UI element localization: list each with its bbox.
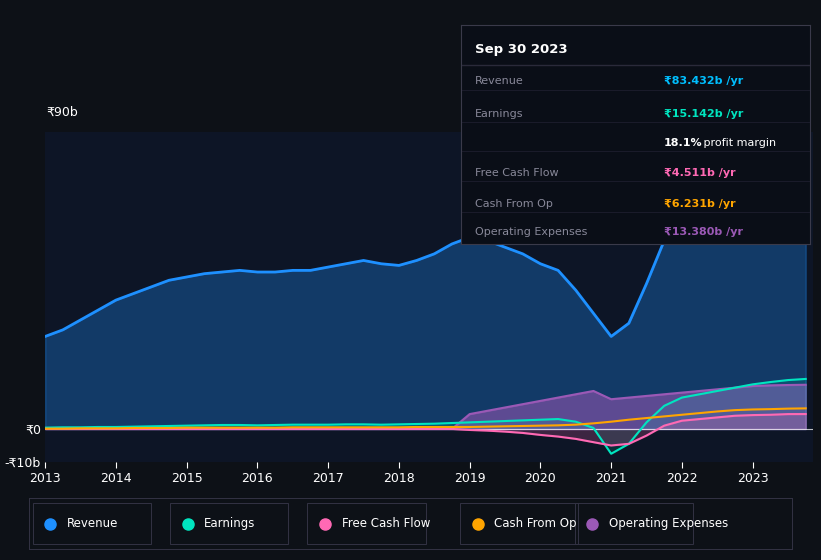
Text: ₹4.511b /yr: ₹4.511b /yr: [664, 168, 736, 178]
Text: Free Cash Flow: Free Cash Flow: [342, 517, 430, 530]
Text: ₹6.231b /yr: ₹6.231b /yr: [664, 199, 736, 209]
Text: Operating Expenses: Operating Expenses: [475, 227, 588, 237]
Text: Earnings: Earnings: [475, 109, 524, 119]
Text: ₹15.142b /yr: ₹15.142b /yr: [664, 109, 743, 119]
Text: Cash From Op: Cash From Op: [475, 199, 553, 209]
Text: Revenue: Revenue: [67, 517, 118, 530]
Text: ₹90b: ₹90b: [47, 105, 79, 118]
Text: 18.1%: 18.1%: [664, 138, 703, 147]
Text: Sep 30 2023: Sep 30 2023: [475, 43, 568, 55]
Text: profit margin: profit margin: [700, 138, 777, 147]
Text: Revenue: Revenue: [475, 76, 524, 86]
Text: Cash From Op: Cash From Op: [494, 517, 577, 530]
Text: ₹83.432b /yr: ₹83.432b /yr: [664, 76, 743, 86]
Text: ₹13.380b /yr: ₹13.380b /yr: [664, 227, 743, 237]
Text: Operating Expenses: Operating Expenses: [609, 517, 728, 530]
Text: Free Cash Flow: Free Cash Flow: [475, 168, 559, 178]
Text: Earnings: Earnings: [204, 517, 255, 530]
